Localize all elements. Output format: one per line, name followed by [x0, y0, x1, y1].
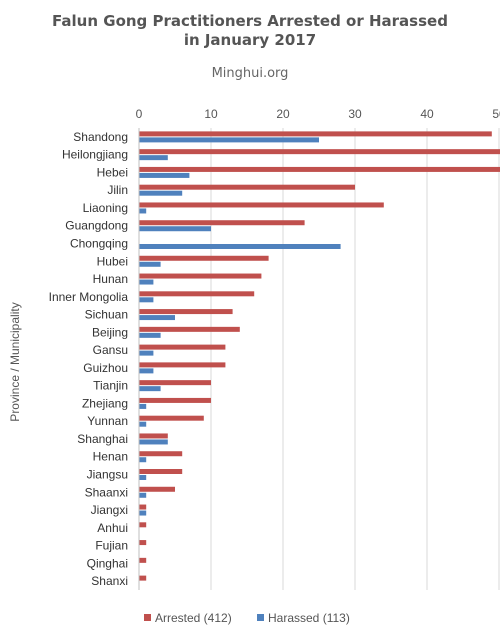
bar-harassed: [139, 315, 175, 321]
category-label: Qinghai: [87, 556, 128, 570]
x-tick-label: 30: [348, 107, 362, 121]
bar-arrested: [139, 220, 305, 226]
bar-harassed: [139, 457, 147, 463]
bar-arrested: [139, 486, 175, 492]
bar-harassed: [139, 332, 161, 338]
bar-harassed: [139, 244, 341, 249]
bar-harassed: [139, 137, 319, 143]
bar-harassed: [139, 350, 154, 356]
bar-harassed: [139, 439, 168, 445]
bar-harassed: [139, 421, 147, 427]
bar-arrested: [139, 184, 355, 190]
bar-harassed: [139, 279, 154, 285]
bar-arrested: [139, 504, 147, 510]
bars: [139, 131, 500, 581]
bar-harassed: [139, 208, 147, 214]
bar-harassed: [139, 475, 147, 480]
legend-label-arrested: Arrested (412): [155, 611, 232, 625]
x-tick-label: 40: [420, 107, 434, 121]
bar-harassed: [139, 510, 147, 516]
category-label: Chongqing: [70, 237, 128, 251]
bar-arrested: [139, 326, 240, 332]
bar-arrested: [139, 557, 147, 563]
bar-arrested: [139, 380, 211, 386]
x-axis-ticks: 010203040506070: [136, 107, 500, 121]
chart-subtitle: Minghui.org: [212, 66, 289, 81]
x-tick-label: 50: [492, 107, 500, 121]
bar-arrested: [139, 131, 492, 137]
category-label: Jilin: [107, 183, 128, 197]
category-label: Fujian: [95, 539, 128, 553]
category-labels: Shandong Heilongjiang Hebei Jilin Liaoning Gu…: [49, 130, 129, 588]
bar-harassed: [139, 297, 154, 303]
bar-arrested: [139, 575, 147, 581]
bar-arrested: [139, 540, 147, 546]
category-label: Hubei: [97, 254, 128, 268]
bar-harassed: [139, 172, 190, 178]
gridlines: [210, 128, 500, 590]
bar-harassed: [139, 492, 147, 498]
bar-arrested: [139, 291, 255, 297]
category-label: Jiangsu: [87, 468, 128, 482]
bar-arrested: [139, 522, 147, 528]
category-label: Sichuan: [85, 308, 128, 322]
bar-arrested: [139, 451, 183, 457]
legend-label-harassed: Harassed (113): [268, 611, 350, 625]
chart-title-line-1: Falun Gong Practitioners Arrested or Har…: [52, 12, 448, 30]
y-axis-label: Province / Municipality: [8, 302, 22, 421]
category-label: Guangdong: [65, 219, 128, 233]
category-label: Shaanxi: [85, 485, 128, 499]
bar-arrested: [139, 362, 226, 368]
bar-harassed: [139, 386, 161, 392]
category-label: Heilongjiang: [62, 148, 128, 162]
bar-harassed: [139, 261, 161, 267]
category-label: Liaoning: [83, 201, 128, 215]
category-label: Inner Mongolia: [49, 290, 129, 304]
category-label: Hebei: [97, 165, 128, 179]
bar-arrested: [139, 469, 183, 474]
category-label: Jiangxi: [91, 503, 128, 517]
bar-arrested: [139, 344, 226, 350]
x-tick-label: 20: [276, 107, 290, 121]
bar-arrested: [139, 397, 211, 403]
bar-harassed: [139, 368, 154, 374]
category-label: Hunan: [93, 272, 128, 286]
x-tick-label: 0: [136, 107, 143, 121]
category-label: Tianjin: [93, 379, 128, 393]
x-tick-label: 10: [204, 107, 218, 121]
bar-arrested: [139, 166, 500, 172]
bar-arrested: [139, 255, 269, 261]
category-label: Guizhou: [83, 361, 128, 375]
legend-swatch-arrested: [144, 614, 151, 621]
bar-arrested: [139, 149, 500, 155]
category-label: Beijing: [92, 325, 128, 339]
bar-harassed: [139, 226, 211, 232]
category-label: Shanxi: [91, 574, 128, 588]
bar-arrested: [139, 273, 262, 279]
category-label: Shandong: [73, 130, 128, 144]
legend: Arrested (412) Harassed (113): [144, 611, 350, 625]
category-label: Gansu: [93, 343, 128, 357]
category-label: Yunnan: [87, 414, 128, 428]
bar-harassed: [139, 155, 168, 161]
bar-harassed: [139, 190, 183, 196]
chart-title-line-2: in January 2017: [184, 31, 316, 49]
bar-harassed: [139, 403, 147, 409]
bar-arrested: [139, 309, 233, 315]
category-label: Shanghai: [77, 432, 128, 446]
category-label: Zhejiang: [82, 396, 128, 410]
bar-arrested: [139, 415, 204, 421]
bar-arrested: [139, 202, 384, 208]
bar-arrested: [139, 433, 168, 439]
category-label: Henan: [93, 450, 128, 464]
legend-swatch-harassed: [257, 614, 264, 621]
category-label: Anhui: [97, 521, 128, 535]
